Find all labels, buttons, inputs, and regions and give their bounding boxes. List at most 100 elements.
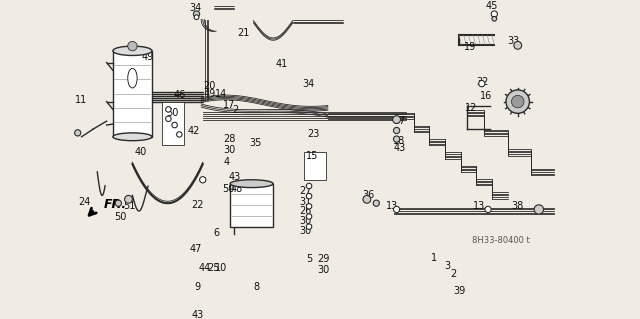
Text: 44: 44: [199, 263, 211, 273]
Text: 17: 17: [223, 100, 236, 110]
Text: 3: 3: [444, 261, 451, 271]
Text: 23: 23: [308, 130, 320, 139]
Ellipse shape: [128, 68, 137, 88]
Circle shape: [323, 255, 329, 261]
Bar: [230, 184, 273, 227]
Circle shape: [323, 266, 329, 271]
Text: 40: 40: [135, 147, 147, 157]
Text: 11: 11: [75, 95, 87, 105]
Circle shape: [491, 11, 497, 17]
Text: 50: 50: [222, 184, 235, 194]
Ellipse shape: [113, 46, 152, 56]
Text: 39: 39: [454, 286, 466, 296]
Circle shape: [444, 268, 451, 276]
Text: 43: 43: [228, 172, 241, 182]
Circle shape: [373, 200, 380, 206]
Circle shape: [492, 16, 497, 21]
Circle shape: [200, 177, 206, 183]
Text: 21: 21: [237, 28, 250, 38]
Text: 1: 1: [431, 253, 437, 263]
Circle shape: [511, 95, 524, 108]
Circle shape: [206, 265, 212, 271]
Circle shape: [506, 90, 529, 113]
Text: 48: 48: [230, 184, 243, 194]
Text: 35: 35: [250, 138, 262, 148]
Text: 2: 2: [232, 105, 239, 115]
Ellipse shape: [113, 133, 152, 141]
Circle shape: [307, 224, 312, 229]
Text: 36: 36: [362, 190, 374, 200]
Text: 31: 31: [300, 197, 312, 207]
Circle shape: [215, 265, 221, 271]
Text: 51: 51: [123, 201, 136, 211]
Text: 13: 13: [472, 201, 484, 211]
Circle shape: [394, 206, 400, 212]
Circle shape: [225, 265, 231, 271]
Bar: [305, 152, 326, 180]
Circle shape: [177, 132, 182, 137]
Text: 33: 33: [507, 36, 519, 46]
Bar: [113, 51, 152, 137]
Circle shape: [394, 127, 400, 134]
Circle shape: [394, 136, 400, 142]
Circle shape: [436, 262, 444, 270]
Text: 24: 24: [78, 197, 90, 207]
Circle shape: [485, 206, 491, 212]
Circle shape: [307, 204, 312, 209]
Text: 12: 12: [465, 103, 477, 113]
Text: 29: 29: [317, 255, 330, 264]
Circle shape: [125, 196, 132, 203]
Text: 30: 30: [300, 226, 312, 236]
Circle shape: [307, 193, 312, 199]
Circle shape: [363, 196, 371, 203]
Text: 9: 9: [194, 282, 200, 292]
Text: 30: 30: [318, 265, 330, 275]
Circle shape: [323, 277, 329, 283]
Text: 46: 46: [173, 90, 186, 100]
Circle shape: [166, 116, 171, 122]
Text: 26: 26: [300, 206, 312, 216]
Text: 30: 30: [223, 145, 236, 155]
Text: 45: 45: [486, 1, 498, 11]
Circle shape: [534, 205, 543, 214]
Text: 28: 28: [223, 134, 236, 144]
Text: 5: 5: [306, 255, 312, 264]
Text: 50: 50: [166, 108, 179, 118]
Text: 41: 41: [276, 59, 288, 69]
Circle shape: [75, 130, 81, 136]
Text: 22: 22: [191, 200, 204, 210]
Circle shape: [479, 80, 485, 87]
Text: 42: 42: [187, 126, 200, 136]
Text: 34: 34: [302, 79, 314, 89]
Text: 27: 27: [300, 186, 312, 196]
Text: 8H33-80400 t: 8H33-80400 t: [472, 236, 530, 245]
Circle shape: [166, 107, 171, 112]
Text: 6: 6: [214, 228, 220, 238]
Text: 49: 49: [204, 89, 216, 99]
Text: 14: 14: [216, 89, 228, 99]
Circle shape: [194, 15, 199, 19]
Text: 10: 10: [214, 263, 227, 273]
Text: 20: 20: [203, 81, 215, 91]
Text: 30: 30: [300, 216, 312, 226]
Text: 8: 8: [253, 282, 260, 292]
Text: 19: 19: [464, 42, 476, 52]
Circle shape: [193, 11, 200, 17]
Text: 32: 32: [476, 77, 489, 87]
Circle shape: [514, 41, 522, 49]
Text: 43: 43: [191, 310, 204, 319]
Text: 37: 37: [394, 116, 406, 126]
Circle shape: [128, 41, 137, 51]
Text: 18: 18: [393, 136, 405, 146]
Text: FR.: FR.: [103, 198, 127, 211]
Text: 15: 15: [306, 151, 318, 161]
Text: 50: 50: [114, 212, 126, 222]
Bar: [240, 278, 284, 305]
Text: 38: 38: [511, 201, 523, 211]
Circle shape: [172, 122, 177, 128]
Text: 2: 2: [451, 269, 457, 278]
Text: 4: 4: [223, 157, 229, 167]
Circle shape: [307, 214, 312, 219]
Text: 49: 49: [141, 52, 154, 62]
Ellipse shape: [230, 180, 273, 188]
